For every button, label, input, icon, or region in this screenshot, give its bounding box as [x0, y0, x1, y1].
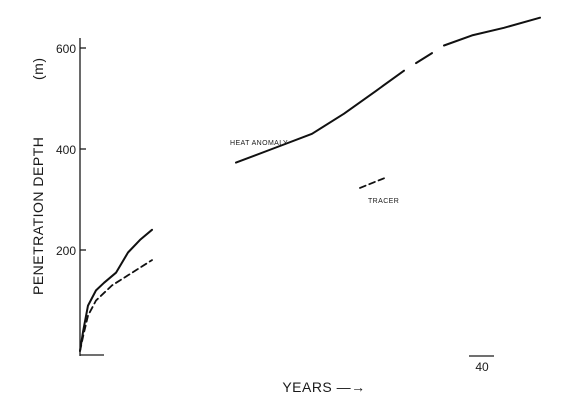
heat-anomaly-line-segment-2	[415, 52, 433, 65]
tracer-line-segment-0	[79, 259, 153, 352]
heat-anomaly-line-segment-0	[79, 228, 153, 352]
heat-anomaly-line-segment-3	[443, 16, 541, 47]
annotation-heat-anomaly: HEAT ANOMALY	[230, 140, 288, 147]
heat-anomaly-line-segment-1	[235, 69, 405, 164]
x-axis-group: 40 YEARS —→	[80, 354, 494, 395]
annotations-group: HEAT ANOMALY TRACER	[230, 140, 399, 205]
y-axis-unit: (m)	[30, 58, 46, 81]
y-tick-label-600: 600	[56, 42, 76, 56]
annotation-tracer: TRACER	[368, 198, 399, 205]
tracer-line-segment-1	[359, 177, 385, 189]
x-axis-title: YEARS —→	[282, 379, 365, 395]
y-tick-label-200: 200	[56, 244, 76, 258]
series-layer	[79, 16, 541, 352]
y-tick-label-400: 400	[56, 143, 76, 157]
x-tick-label-40: 40	[475, 360, 489, 374]
y-axis-group: 600 400 200 PENETRATION DEPTH (m)	[30, 38, 86, 356]
y-axis-title: PENETRATION DEPTH	[30, 137, 46, 295]
